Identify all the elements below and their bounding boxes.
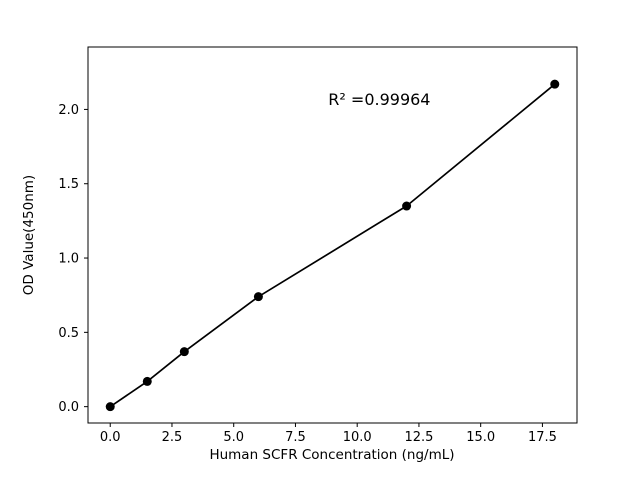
x-tick-label: 12.5 bbox=[404, 430, 433, 445]
plot-box bbox=[87, 46, 578, 424]
y-tick-label: 0.0 bbox=[58, 400, 79, 415]
x-tick-label: 15.0 bbox=[466, 430, 495, 445]
fit-line bbox=[109, 83, 556, 408]
x-tick-label: 17.5 bbox=[528, 430, 557, 445]
y-tick-label: 1.0 bbox=[58, 252, 79, 267]
x-tick-label: 2.5 bbox=[162, 430, 183, 445]
y-tick-label: 2.0 bbox=[58, 103, 79, 118]
x-tick-label: 10.0 bbox=[343, 430, 372, 445]
y-tick-label: 1.5 bbox=[58, 177, 79, 192]
x-axis-label: Human SCFR Concentration (ng/mL) bbox=[209, 447, 454, 463]
x-tick-label: 5.0 bbox=[223, 430, 244, 445]
x-tick-label: 0.0 bbox=[100, 430, 121, 445]
y-tick-label: 0.5 bbox=[58, 326, 79, 341]
y-axis-label: OD Value(450nm) bbox=[21, 175, 37, 295]
x-tick-label: 7.5 bbox=[285, 430, 306, 445]
r-squared-annotation: R² =0.99964 bbox=[328, 90, 430, 109]
